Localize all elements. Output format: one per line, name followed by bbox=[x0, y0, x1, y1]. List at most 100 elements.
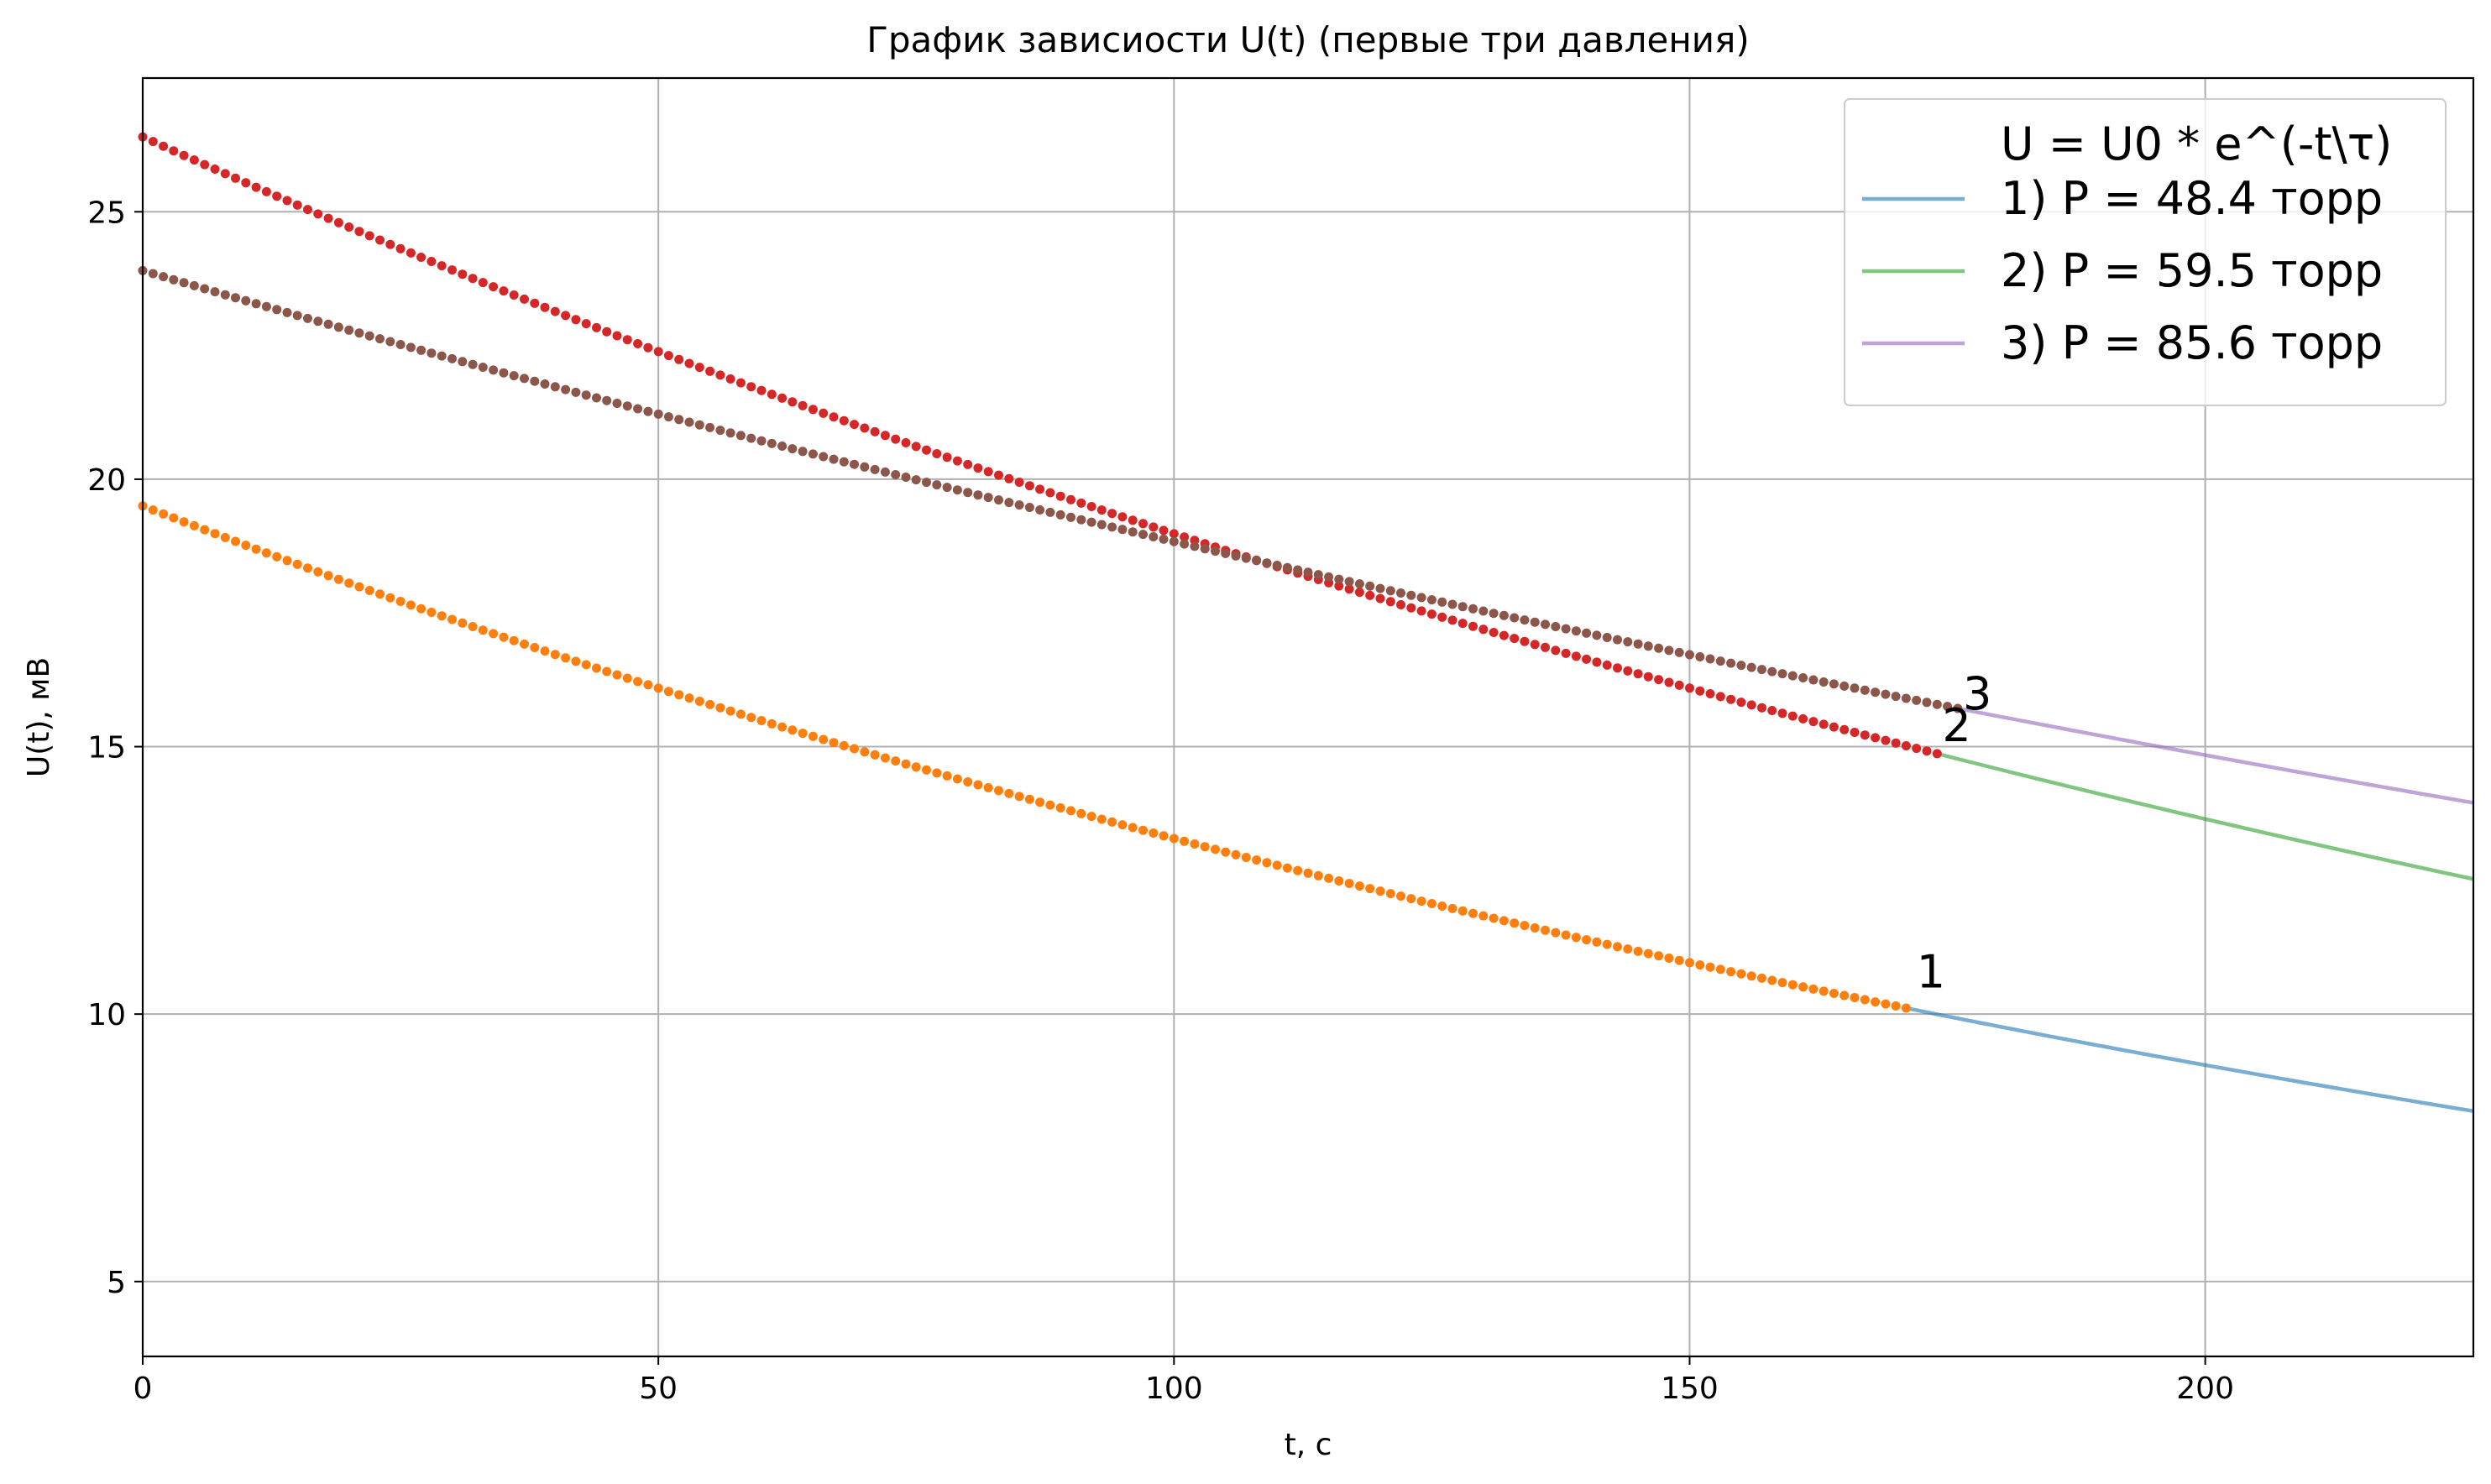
data-point bbox=[715, 370, 725, 380]
data-point bbox=[1035, 505, 1045, 515]
data-point bbox=[1416, 606, 1426, 616]
data-point bbox=[1633, 946, 1643, 956]
data-point bbox=[1313, 870, 1323, 880]
data-point bbox=[1777, 708, 1787, 718]
data-point bbox=[458, 618, 468, 628]
data-point bbox=[1138, 530, 1148, 540]
data-point bbox=[1520, 921, 1530, 931]
data-point bbox=[406, 342, 416, 353]
data-point bbox=[1808, 717, 1819, 727]
data-point bbox=[468, 622, 478, 631]
fit-line-1 bbox=[1905, 1006, 2474, 1113]
data-point bbox=[1912, 744, 1922, 754]
data-point bbox=[891, 756, 901, 766]
data-point bbox=[1613, 663, 1622, 673]
data-point bbox=[261, 301, 271, 311]
data-point bbox=[1715, 656, 1725, 666]
data-point bbox=[1561, 648, 1571, 658]
legend-entry-1: 1) P = 48.4 торр bbox=[2001, 172, 2383, 225]
data-point bbox=[1385, 586, 1395, 596]
data-point bbox=[1520, 636, 1530, 646]
data-point bbox=[1468, 908, 1478, 918]
data-point bbox=[1396, 891, 1405, 901]
data-point bbox=[1416, 896, 1426, 907]
data-point bbox=[1736, 969, 1746, 979]
data-point bbox=[581, 390, 591, 400]
data-point bbox=[1128, 515, 1138, 525]
data-point bbox=[1478, 606, 1489, 616]
data-point bbox=[1520, 615, 1530, 625]
data-point bbox=[1293, 565, 1303, 575]
data-point bbox=[1066, 512, 1075, 522]
data-point bbox=[1746, 971, 1756, 981]
data-point bbox=[499, 286, 509, 296]
data-point bbox=[1829, 679, 1839, 689]
data-point bbox=[1014, 478, 1024, 487]
data-point bbox=[633, 339, 643, 348]
data-point bbox=[973, 490, 983, 500]
data-point bbox=[942, 771, 952, 781]
data-point bbox=[540, 379, 550, 389]
fit-line-3 bbox=[1957, 706, 2474, 805]
y-tick-label: 5 bbox=[107, 1266, 126, 1300]
data-point bbox=[437, 351, 447, 361]
data-point bbox=[983, 783, 993, 792]
x-tick-label: 150 bbox=[1661, 1372, 1719, 1406]
data-point bbox=[1674, 680, 1684, 690]
data-point bbox=[663, 687, 673, 697]
data-point bbox=[1262, 558, 1272, 568]
data-point bbox=[1159, 831, 1169, 841]
data-point bbox=[1613, 942, 1622, 952]
data-point bbox=[189, 520, 199, 530]
data-point bbox=[1736, 698, 1746, 708]
data-point bbox=[901, 473, 911, 482]
y-tick-label: 10 bbox=[87, 998, 126, 1032]
data-point bbox=[159, 141, 169, 151]
data-point bbox=[1107, 509, 1117, 519]
data-point bbox=[169, 513, 179, 523]
data-point bbox=[272, 305, 282, 315]
plot-frame bbox=[141, 76, 2475, 1358]
data-point bbox=[354, 227, 364, 237]
data-point bbox=[1180, 532, 1190, 542]
data-point bbox=[850, 459, 859, 469]
data-point bbox=[1602, 939, 1612, 949]
data-point bbox=[922, 765, 931, 775]
data-point bbox=[1674, 647, 1684, 657]
data-point bbox=[489, 282, 499, 292]
series-3-points bbox=[138, 265, 1963, 713]
data-point bbox=[1055, 491, 1065, 501]
data-point bbox=[777, 722, 788, 732]
data-point bbox=[220, 290, 230, 300]
data-point bbox=[1211, 546, 1220, 556]
data-point bbox=[1798, 713, 1808, 724]
data-point bbox=[530, 298, 540, 308]
data-point bbox=[1541, 925, 1550, 935]
data-point bbox=[1169, 529, 1179, 539]
data-point bbox=[292, 559, 302, 569]
data-point bbox=[220, 169, 230, 179]
data-point bbox=[364, 331, 374, 341]
data-point bbox=[1138, 825, 1148, 835]
data-point bbox=[354, 328, 364, 338]
data-point bbox=[210, 529, 220, 539]
legend: U = U0 * e^(-t\τ) 1) P = 48.4 торр 2) P =… bbox=[1844, 98, 2447, 406]
data-point bbox=[550, 306, 560, 316]
data-point bbox=[427, 257, 437, 266]
data-point bbox=[1829, 989, 1839, 998]
data-point bbox=[1757, 973, 1766, 983]
data-point bbox=[1231, 551, 1241, 561]
data-point bbox=[241, 295, 251, 306]
data-point bbox=[1045, 800, 1055, 810]
data-point bbox=[1654, 951, 1664, 961]
data-point bbox=[1241, 853, 1251, 862]
data-point bbox=[602, 395, 612, 405]
data-point bbox=[819, 452, 829, 462]
data-point bbox=[416, 604, 427, 614]
data-point bbox=[715, 426, 725, 436]
data-point bbox=[385, 337, 395, 347]
data-point bbox=[1334, 876, 1344, 886]
data-point bbox=[220, 532, 230, 542]
data-point bbox=[1510, 634, 1520, 644]
data-point bbox=[571, 315, 581, 325]
